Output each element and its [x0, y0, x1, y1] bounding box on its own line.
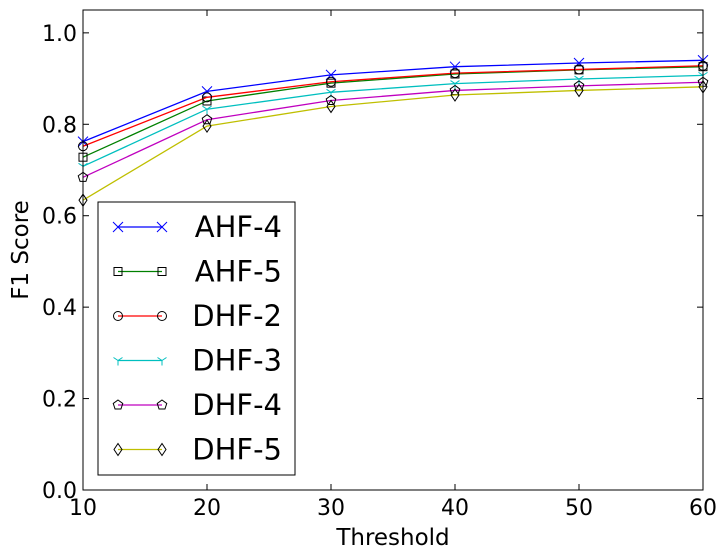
y-tick-label: 0.0	[42, 479, 77, 504]
legend-marker-left	[113, 311, 123, 321]
data-point-dhf-3-50	[574, 75, 584, 85]
x-tick-label: 20	[193, 496, 221, 521]
y-tick-label: 0.6	[42, 205, 77, 230]
data-point-dhf-5-20	[202, 119, 212, 134]
legend-marker-left	[113, 357, 123, 366]
data-point-dhf-2-30	[326, 76, 336, 87]
series-line-dhf-4	[82, 81, 704, 178]
series-dhf-2	[78, 60, 708, 152]
legend-entry-dhf-4: DHF-4	[112, 388, 282, 422]
series-dhf-5	[78, 79, 708, 208]
data-point-dhf-2-20	[202, 92, 212, 103]
legend-marker-left	[112, 399, 124, 410]
x-tick-label: 30	[317, 496, 345, 521]
data-point-dhf-3-40	[450, 80, 460, 89]
data-point-dhf-5-30	[326, 99, 336, 114]
data-point-dhf-4-20	[201, 114, 213, 125]
data-point-dhf-2-40	[450, 68, 460, 79]
legend-marker-right	[157, 267, 167, 276]
legend-marker-left	[113, 442, 123, 457]
plot-area	[77, 54, 709, 208]
legend-label: AHF-4	[195, 210, 282, 244]
legend-marker-right	[157, 311, 167, 321]
x-tick-label: 10	[69, 496, 97, 521]
data-point-dhf-5-40	[450, 88, 460, 102]
legend-entry-ahf-5: AHF-5	[113, 255, 282, 289]
y-tick-label: 0.2	[42, 388, 77, 413]
data-point-dhf-3-20	[202, 105, 212, 115]
y-tick-label: 1.0	[42, 22, 77, 47]
legend-marker-left	[113, 267, 123, 276]
series-line-dhf-2	[82, 65, 704, 147]
legend-marker-right	[156, 399, 168, 410]
legend-marker-right	[157, 442, 167, 457]
series-dhf-4	[77, 76, 709, 182]
legend-label: DHF-2	[192, 299, 282, 333]
y-axis-label: F1 Score	[8, 200, 34, 300]
legend-marker-right	[157, 357, 167, 366]
y-tick-label: 0.4	[42, 296, 77, 321]
legend-entry-dhf-2: DHF-2	[113, 299, 282, 333]
x-tick-label: 40	[441, 496, 469, 521]
series-line-ahf-4	[82, 59, 704, 143]
legend-label: AHF-5	[195, 255, 282, 289]
legend: AHF-4 AHF-5 DHF-2 DHF-3 DHF-4 DHF-5	[97, 201, 296, 476]
legend-entry-ahf-4: AHF-4	[112, 210, 282, 244]
legend-marker-right	[156, 221, 168, 233]
series-line-dhf-3	[82, 74, 704, 167]
legend-label: DHF-3	[192, 344, 282, 378]
axes: 10 20 30 40 50 60 0.0 0.2 0.4 0.6 0.8 1.0	[42, 9, 717, 521]
x-axis-label: Threshold	[335, 525, 449, 551]
axes-frame	[82, 9, 704, 491]
y-tick-label: 0.8	[42, 113, 77, 138]
legend-label: DHF-5	[192, 433, 282, 467]
series-dhf-3	[78, 71, 708, 172]
series-line-dhf-5	[82, 86, 704, 201]
legend-marker-left	[112, 221, 124, 233]
x-tick-label: 60	[689, 496, 717, 521]
series-line-ahf-5	[82, 66, 704, 158]
legend-entry-dhf-3: DHF-3	[113, 344, 282, 378]
data-point-dhf-2-50	[574, 64, 584, 75]
x-tick-label: 50	[565, 496, 593, 521]
data-point-dhf-5-50	[574, 83, 584, 98]
data-point-dhf-4-30	[325, 94, 337, 106]
legend-label: DHF-4	[192, 388, 282, 422]
data-point-dhf-3-30	[326, 88, 336, 98]
legend-entry-dhf-5: DHF-5	[113, 433, 282, 467]
legend-box	[97, 201, 296, 476]
